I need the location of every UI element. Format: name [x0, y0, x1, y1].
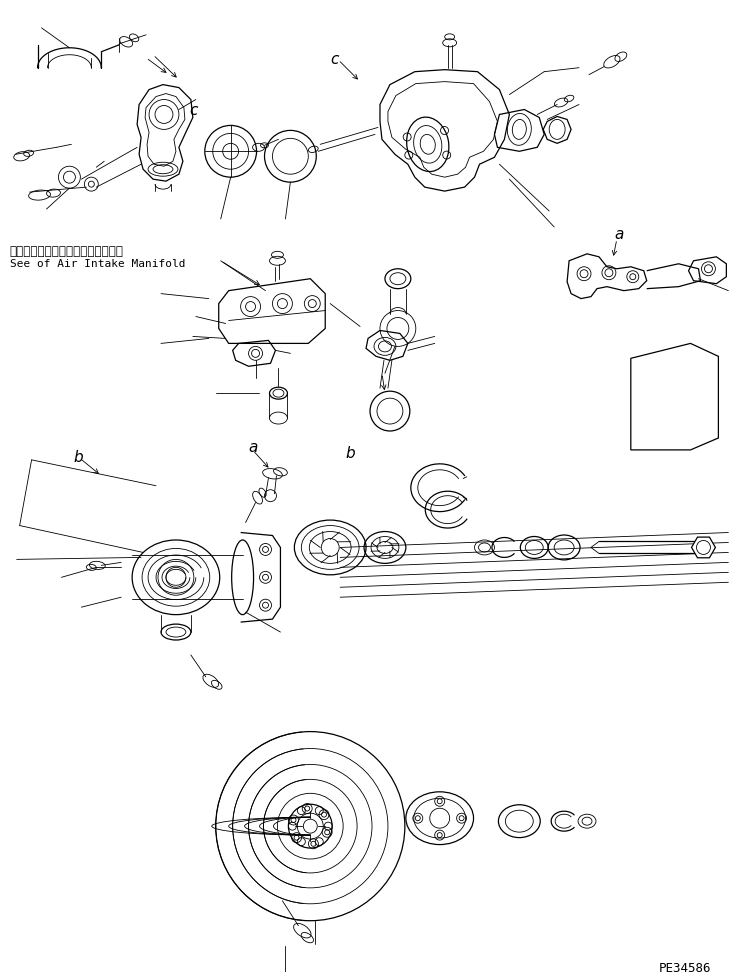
Text: See of Air Intake Manifold: See of Air Intake Manifold: [10, 259, 185, 269]
Text: a: a: [614, 227, 623, 242]
Text: a: a: [248, 440, 258, 455]
Text: PE34586: PE34586: [658, 961, 711, 974]
Text: b: b: [74, 449, 83, 465]
Text: b: b: [345, 446, 355, 461]
Text: c: c: [330, 52, 338, 66]
Polygon shape: [692, 537, 715, 558]
Text: c: c: [189, 103, 197, 117]
Text: エアーインテークマニホールド参照: エアーインテークマニホールド参照: [10, 245, 124, 258]
